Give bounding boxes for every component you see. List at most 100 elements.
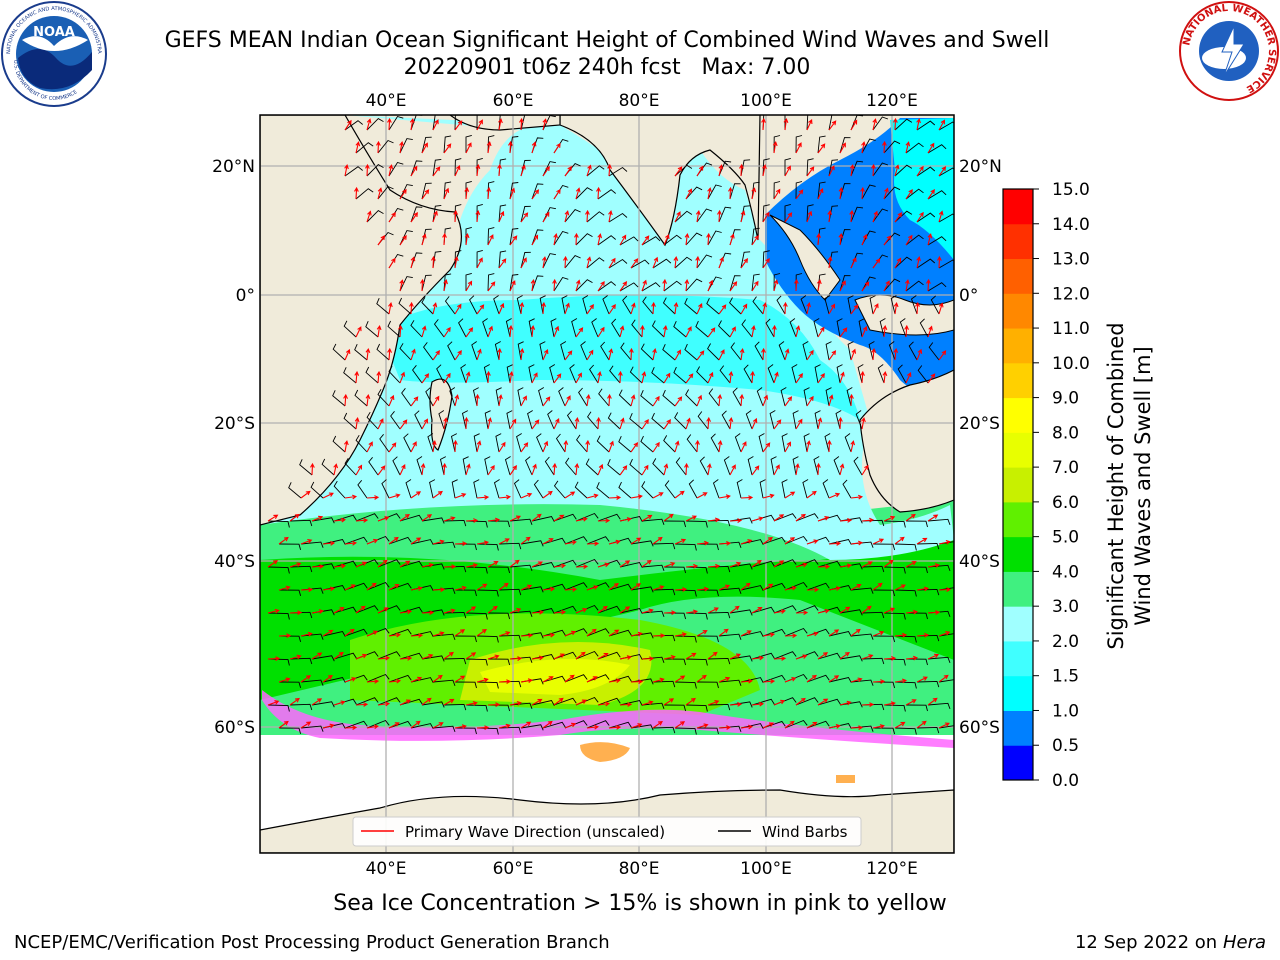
wave-direction-arrow [882, 140, 887, 154]
wind-barb [730, 342, 742, 361]
wave-direction-arrow [410, 676, 423, 683]
wave-direction-arrow [377, 701, 391, 707]
wave-direction-arrow [795, 562, 808, 568]
wind-barb [344, 536, 368, 545]
wind-barb [516, 295, 523, 315]
wind-barb [586, 628, 610, 637]
wind-barb [504, 456, 511, 476]
wind-and-wave-vectors [267, 115, 954, 735]
wind-barb [387, 320, 401, 338]
wind-barb [839, 609, 863, 616]
wind-barb [432, 158, 442, 177]
wave-direction-arrow [520, 721, 532, 729]
wind-barb [574, 481, 588, 499]
colorbar-tick-label: 14.0 [1052, 215, 1090, 235]
wave-direction-arrow [773, 464, 780, 476]
wind-barb [685, 278, 703, 292]
wind-barb [388, 536, 412, 545]
wind-barb [465, 612, 488, 620]
wave-direction-arrow [871, 163, 876, 177]
wind-barb [836, 364, 843, 384]
wind-barb [861, 184, 876, 200]
wind-barb [377, 139, 394, 154]
wind-barb [905, 704, 928, 712]
wave-direction-arrow [684, 278, 690, 292]
wind-barb [740, 585, 764, 592]
wave-direction-arrow [850, 584, 862, 591]
wave-direction-arrow [916, 676, 928, 683]
wave-direction-arrow [784, 585, 797, 591]
wind-barb [465, 704, 488, 712]
wind-barb [825, 341, 832, 361]
wave-direction-arrow [343, 440, 349, 453]
wave-direction-arrow [729, 326, 736, 338]
wind-barb [454, 589, 477, 597]
wind-barb [483, 364, 490, 384]
wind-barb [311, 517, 335, 524]
wave-direction-arrow [916, 537, 928, 545]
lat-tick-right: 40°S [959, 552, 1000, 572]
wind-barb [619, 607, 643, 615]
wave-direction-arrow [882, 370, 888, 384]
wave-direction-arrow [399, 560, 411, 568]
wave-direction-arrow [663, 463, 669, 476]
wave-direction-arrow [718, 494, 731, 500]
wind-barb [662, 389, 676, 407]
wave-direction-arrow [344, 584, 356, 591]
wave-direction-arrow [916, 632, 930, 638]
wave-direction-arrow [927, 514, 939, 522]
wave-direction-arrow [487, 325, 494, 338]
wave-direction-arrow [751, 187, 757, 200]
wind-barb [344, 628, 368, 637]
wave-direction-arrow [916, 256, 921, 269]
wave-direction-arrow [641, 279, 647, 292]
colorbar-tick-label: 0.5 [1052, 736, 1079, 756]
wave-direction-arrow [553, 142, 561, 154]
wave-direction-arrow [662, 324, 668, 338]
wind-barb [597, 189, 616, 200]
wave-direction-arrow [927, 325, 933, 338]
wind-barb [432, 633, 456, 641]
wind-barb [527, 410, 533, 430]
wave-direction-arrow [366, 678, 380, 684]
wave-direction-arrow [531, 655, 545, 661]
wave-direction-arrow [421, 514, 433, 522]
wave-direction-arrow [751, 280, 759, 292]
wave-direction-arrow [575, 564, 589, 569]
wave-direction-arrow [531, 463, 537, 476]
wave-direction-arrow [806, 302, 811, 315]
wind-barb [536, 433, 544, 453]
wave-direction-arrow [883, 559, 894, 568]
wind-barb [869, 295, 876, 315]
wave-direction-arrow [882, 324, 888, 338]
wave-direction-arrow [531, 372, 538, 384]
wind-barb [844, 433, 852, 453]
wind-barb [824, 295, 831, 315]
wave-direction-arrow [388, 211, 396, 223]
wave-direction-arrow [575, 516, 588, 522]
wave-direction-arrow [707, 651, 718, 660]
wind-barb [388, 628, 412, 637]
wave-direction-arrow [915, 301, 920, 315]
wave-direction-arrow [453, 439, 458, 453]
wave-direction-arrow [267, 700, 280, 706]
lon-tick-top: 60°E [493, 91, 534, 111]
wind-barb [795, 697, 819, 706]
wind-barb [565, 457, 577, 476]
wave-direction-arrow [574, 416, 580, 430]
wave-direction-arrow [806, 587, 820, 592]
wave-direction-arrow [476, 494, 490, 500]
wind-barb [762, 250, 770, 269]
wave-direction-arrow [619, 655, 632, 660]
wind-barb [688, 479, 698, 499]
wave-direction-arrow [817, 608, 830, 614]
wave-direction-arrow [806, 118, 813, 131]
wave-direction-arrow [564, 302, 570, 315]
wind-barb [432, 725, 456, 733]
wind-barb [784, 719, 808, 729]
wind-barb [751, 227, 760, 246]
wave-direction-arrow [938, 166, 947, 177]
wind-barb [640, 435, 654, 453]
wind-barb [602, 295, 610, 315]
wind-barb [542, 253, 556, 269]
